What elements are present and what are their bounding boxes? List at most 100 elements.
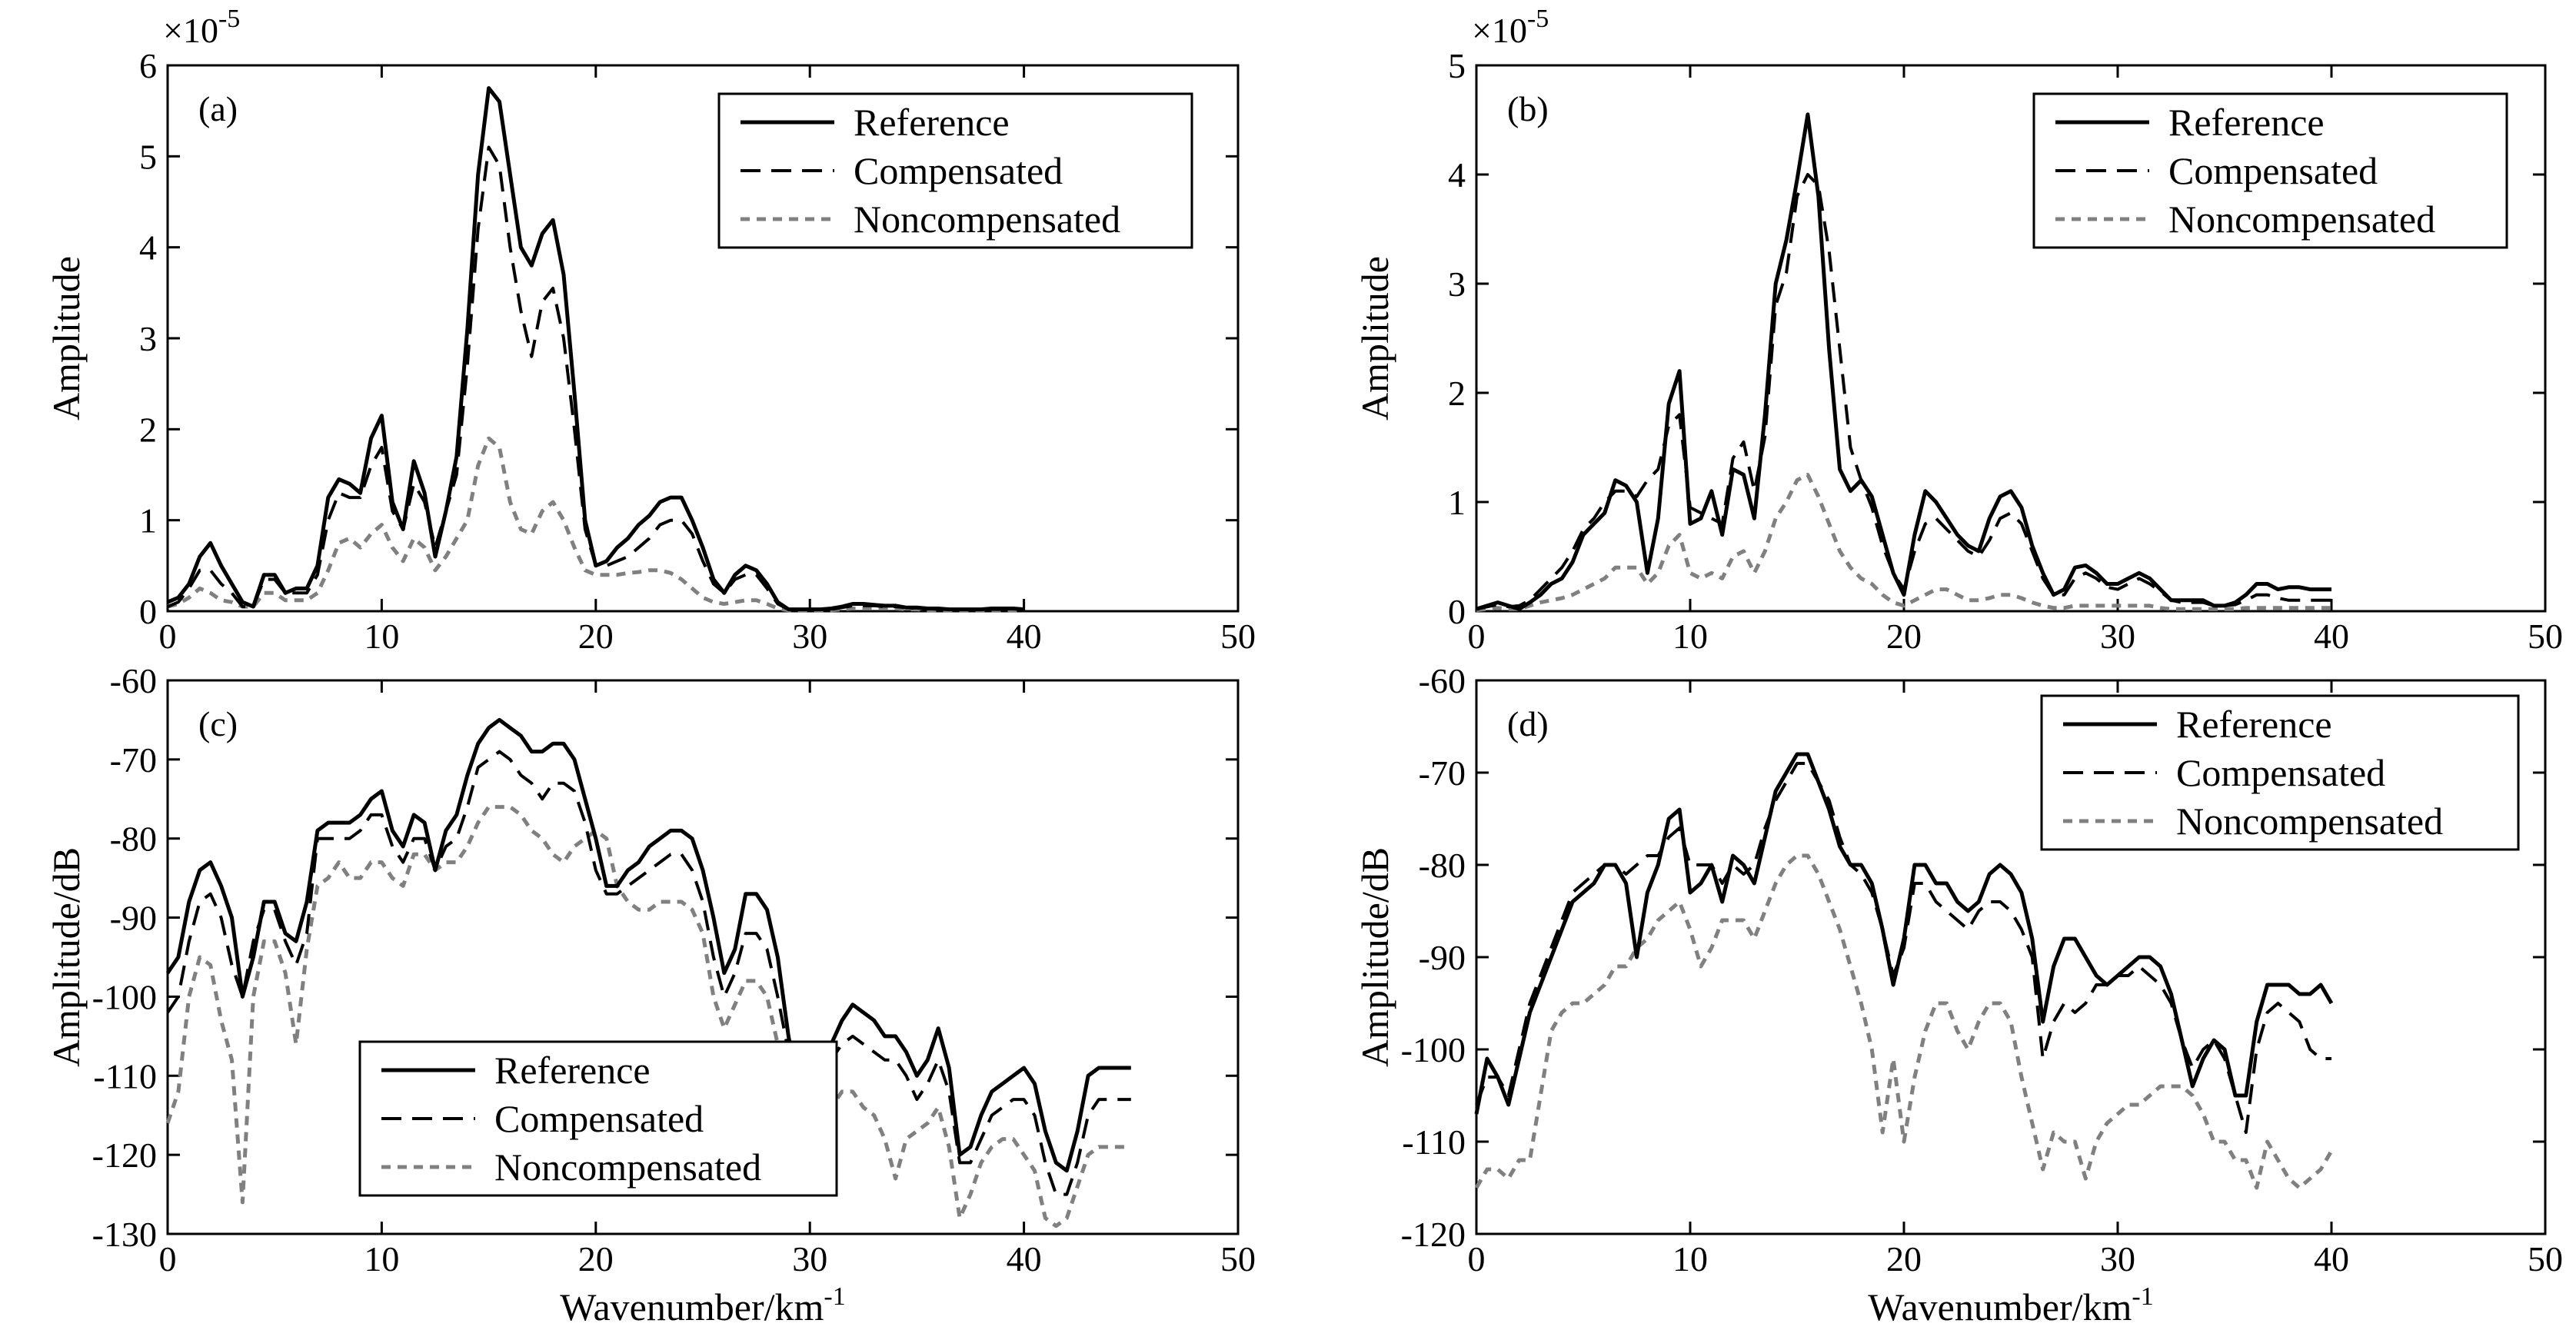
legend-label-reference: Reference [854,101,1010,144]
legend-label-compensated: Compensated [854,149,1063,192]
legend-box [358,1040,838,1197]
panel-label: (d) [1507,704,1549,743]
series-line-compensated [166,750,1131,1196]
y-axis-label: Amplitude/dB [45,847,88,1067]
y-tick-label: 1 [1448,483,1466,522]
chart-panel-b: 0 10 20 30 40 50 0 1 2 3 4 5×10-5 Amplitude (b) Refere… [1353,5,2563,656]
y-tick-label: 3 [1448,264,1466,304]
x-tick-label: 10 [1672,1239,1708,1278]
y-tick-label: -80 [1419,846,1466,885]
x-tick-label: 20 [1886,617,1922,656]
exponent-label: ×10-5 [1472,5,1549,50]
x-tick-label: 50 [2528,617,2563,656]
y-tick-label: -120 [1401,1215,1466,1254]
chart-panel-d: 0 10 20 30 40 50 -120 -110 -100 -90 -80 -70 -60 Ampli… [1353,661,2563,1328]
y-axis-label: Amplitude [45,256,88,421]
y-tick-label: -100 [92,977,157,1016]
x-tick-label: 30 [792,1239,827,1278]
y-tick-label: -100 [1401,1030,1466,1069]
x-tick-label: 50 [1220,617,1256,656]
y-tick-label: -60 [1419,661,1466,700]
y-tick-label: -90 [110,899,157,938]
series-line-reference [165,717,1131,1173]
x-axis-label-sup: -1 [824,1282,845,1311]
x-tick-label: 0 [159,1239,177,1278]
exponent-base: ×10 [1472,11,1527,50]
y-tick-label: -60 [110,661,157,700]
x-tick-label: 40 [1007,1239,1042,1278]
series-line-noncompensated [1474,853,2334,1190]
panel-label: (c) [198,704,238,743]
x-axis-label: Wavenumber/km-1 [1868,1282,2153,1328]
x-axis-label-text: Wavenumber/km [560,1285,824,1328]
exponent-power: -5 [218,5,240,33]
series-line-noncompensated [1476,473,2331,613]
y-tick-label: -110 [93,1056,157,1096]
legend-label-compensated: Compensated [2176,751,2385,794]
chart-panel-a: 0 10 20 30 40 50 0 1 2 3 4 5 6×10-5 Amplitude (a) Refer… [45,5,1256,656]
y-tick-label: 0 [1448,592,1466,631]
y-tick-label: 4 [1448,155,1466,195]
x-axis-label: Wavenumber/km-1 [560,1282,845,1328]
legend: Reference Compensated Noncompensated [2032,92,2508,249]
y-tick-label: -80 [110,820,157,859]
x-tick-label: 10 [1672,617,1708,656]
y-axis-label: Amplitude/dB [1353,847,1396,1067]
series-line-reference [1476,112,2331,611]
panel-label: (b) [1507,89,1549,128]
y-tick-label: -70 [110,740,157,780]
legend-label-noncompensated: Noncompensated [2168,198,2435,241]
plot-frame [1475,64,2547,613]
x-tick-label: 0 [1468,1239,1486,1278]
exponent-base: ×10 [163,11,218,50]
panel-label: (a) [198,89,238,128]
x-tick-label: 0 [1468,617,1486,656]
x-tick-label: 20 [1886,1239,1922,1278]
x-tick-label: 10 [364,1239,399,1278]
y-tick-label: 6 [139,46,157,85]
y-tick-label: 2 [1448,374,1466,413]
legend-label-compensated: Compensated [2168,149,2378,192]
x-tick-label: 30 [792,617,827,656]
plot-frame [166,679,1240,1235]
x-tick-label: 30 [2100,1239,2135,1278]
series-line-noncompensated [167,436,1024,613]
exponent-label: ×10-5 [163,5,240,50]
x-tick-label: 40 [2314,1239,2349,1278]
legend-box [717,92,1193,249]
y-tick-label: 2 [139,410,157,449]
y-tick-label: -130 [92,1215,157,1254]
x-tick-label: 0 [159,617,177,656]
x-tick-label: 20 [578,617,614,656]
y-tick-label: 3 [139,319,157,358]
y-tick-label: -90 [1419,938,1466,977]
x-tick-label: 20 [578,1239,614,1278]
x-tick-label: 50 [2528,1239,2563,1278]
y-tick-label: 0 [139,592,157,631]
y-tick-label: -120 [92,1136,157,1175]
y-tick-label: 4 [139,228,157,268]
legend: Reference Compensated Noncompensated [2040,694,2520,851]
y-tick-label: -70 [1419,753,1466,793]
legend-label-noncompensated: Noncompensated [854,198,1120,241]
legend-label-compensated: Compensated [494,1097,704,1140]
y-tick-label: 1 [139,501,157,540]
x-tick-label: 40 [2314,617,2349,656]
chart-panel-c: 0 10 20 30 40 50 -130 -120 -110 -100 -90 -80 -70 -60 A… [45,661,1256,1328]
y-axis-label: Amplitude [1353,256,1396,421]
legend: Reference Compensated Noncompensated [358,1040,838,1197]
legend-label-reference: Reference [2176,703,2332,746]
legend-label-reference: Reference [494,1049,651,1092]
series-line-reference [167,86,1024,612]
legend-label-noncompensated: Noncompensated [2176,800,2443,843]
x-tick-label: 30 [2100,617,2135,656]
x-axis-label-text: Wavenumber/km [1868,1285,2132,1328]
x-tick-label: 10 [364,617,399,656]
legend-label-noncompensated: Noncompensated [494,1145,761,1189]
legend: Reference Compensated Noncompensated [717,92,1193,249]
y-tick-label: 5 [1448,46,1466,85]
y-tick-label: 5 [139,137,157,176]
series-line-compensated [1475,762,2331,1134]
series-line-noncompensated [165,805,1131,1229]
